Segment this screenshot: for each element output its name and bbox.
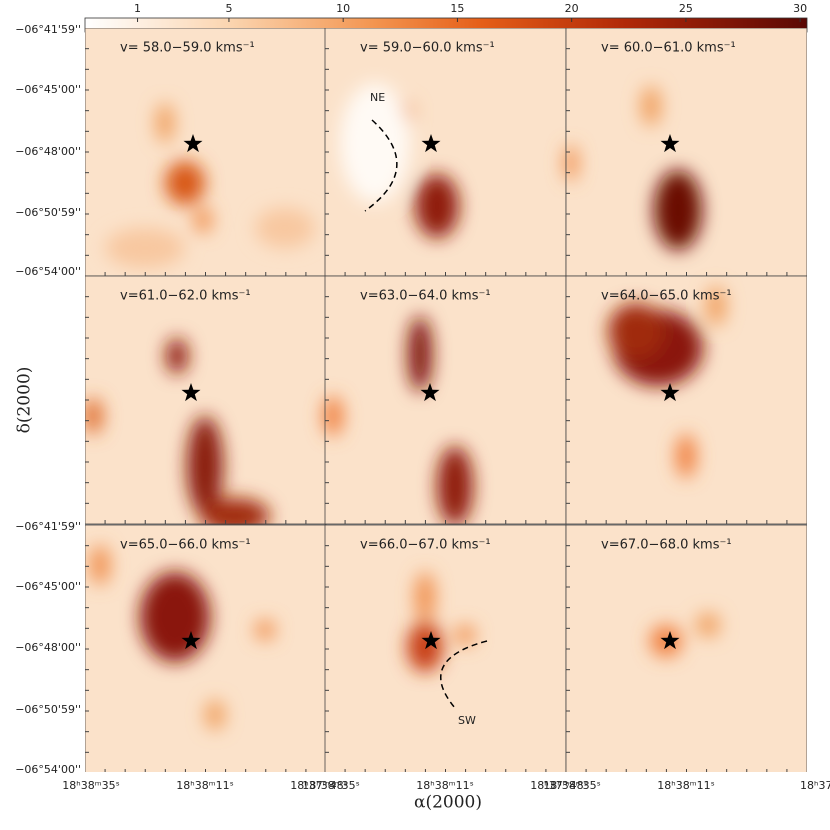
panel-background	[325, 525, 566, 772]
y-tick-label: −06°48'00''	[15, 641, 81, 654]
colorbar-tick-label: 5	[225, 2, 232, 15]
x-tick-label: 18ʰ38ᵐ11ˢ	[657, 779, 714, 792]
emission-blob	[255, 208, 315, 248]
sw-label: SW	[458, 714, 476, 727]
emission-blob	[205, 700, 225, 730]
x-axis-title: α(2000)	[414, 793, 482, 813]
emission-blob	[415, 572, 435, 622]
x-tick-label: 18ʰ37ᵐ48ˢ	[290, 779, 347, 792]
emission-blob	[165, 161, 205, 205]
emission	[608, 286, 726, 478]
emission-blob	[340, 83, 410, 203]
emission-blob	[696, 613, 720, 637]
maps: v= 58.0−59.0 kms⁻¹ v= 59.0−60.0 kms⁻¹NEv=…	[85, 28, 807, 772]
emission	[340, 83, 459, 238]
x-tick-label: 18ʰ38ᵐ35ˢ	[302, 779, 359, 792]
emission-blob	[415, 174, 459, 238]
y-tick-label: −06°54'00''	[15, 265, 81, 278]
panel-label: v=66.0−67.0 kms⁻¹	[360, 538, 491, 553]
star-marker	[660, 134, 680, 153]
star-marker	[183, 134, 203, 153]
star-marker	[660, 383, 680, 402]
emission-blob	[85, 398, 103, 434]
panel-label: v= 60.0−61.0 kms⁻¹	[601, 41, 736, 56]
y-axis-title: δ(2000)	[15, 367, 35, 434]
emission-blob	[641, 86, 661, 126]
map-panel: v= 59.0−60.0 kms⁻¹ NE	[324, 28, 567, 277]
star-marker	[660, 631, 680, 650]
panel-label: v=64.0−65.0 kms⁻¹	[601, 289, 732, 304]
emission-blob	[140, 572, 210, 662]
y-tick-label: −06°50'59''	[15, 206, 81, 219]
panel-label: v=63.0−64.0 kms⁻¹	[360, 289, 491, 304]
colorbar-tick-label: 10	[336, 2, 350, 15]
x-tick-label: 18ʰ38ᵐ35ˢ	[62, 779, 119, 792]
emission-blob	[654, 170, 702, 250]
y-tick-label: −06°54'00''	[15, 763, 81, 776]
x-tick-label: 18ʰ38ᵐ11ˢ	[416, 779, 473, 792]
panel-label: v=61.0−62.0 kms⁻¹	[120, 289, 251, 304]
emission	[564, 86, 702, 250]
x-tick-label: 18ʰ38ᵐ11ˢ	[176, 779, 233, 792]
ne-label: NE	[370, 91, 385, 104]
emission-blob	[407, 622, 443, 672]
y-tick-label: −06°50'59''	[15, 703, 81, 716]
colorbar-tick-label: 25	[679, 2, 693, 15]
map-panel: v=61.0−62.0 kms⁻¹	[85, 275, 327, 534]
star-marker	[421, 134, 441, 153]
star-marker	[181, 383, 201, 402]
emission-blob	[166, 338, 188, 374]
y-tick-label: −06°41'59''	[15, 520, 81, 533]
emission-blob	[564, 145, 578, 181]
emission-blob	[105, 228, 185, 268]
map-panel: v=63.0−64.0 kms⁻¹	[323, 275, 567, 526]
emission-blob	[187, 416, 223, 516]
y-tick-label: −06°41'59''	[15, 23, 81, 36]
star-marker	[181, 631, 201, 650]
emission	[323, 316, 473, 526]
emission-blob	[156, 103, 174, 143]
panel-label: v=65.0−66.0 kms⁻¹	[120, 538, 251, 553]
emission-blob	[437, 446, 473, 526]
x-tick-label: 18ʰ37ᵐ48ˢ	[530, 779, 587, 792]
emission-blob	[706, 286, 726, 326]
emission	[407, 572, 475, 672]
ne-arc	[364, 119, 398, 212]
map-panel: v=67.0−68.0 kms⁻¹	[565, 524, 807, 772]
emission-blob	[408, 316, 432, 392]
map-panel: v=65.0−66.0 kms⁻¹	[85, 524, 327, 772]
star-marker	[421, 631, 441, 650]
emission-blob	[676, 434, 696, 478]
colorbar-tick-label: 1	[134, 2, 141, 15]
map-panel: v=64.0−65.0 kms⁻¹	[565, 275, 807, 525]
colorbar-tick-label: 15	[450, 2, 464, 15]
star-marker	[420, 383, 440, 402]
colorbar-tick-label: 20	[565, 2, 579, 15]
emission-blob	[323, 396, 343, 436]
emission-blob	[455, 625, 475, 645]
panel-background	[85, 525, 326, 772]
emission-blob	[608, 303, 664, 359]
x-tick-label: 18ʰ37ᵐ48	[800, 779, 830, 792]
emission	[105, 103, 315, 268]
map-panel: v= 58.0−59.0 kms⁻¹	[85, 28, 327, 277]
sw-arc	[439, 640, 488, 709]
emission-blob	[255, 620, 275, 640]
y-tick-label: −06°45'00''	[15, 580, 81, 593]
panel-label: v= 59.0−60.0 kms⁻¹	[360, 41, 495, 56]
emission-blob	[194, 207, 212, 233]
colorbar-tick-label: 30	[793, 2, 807, 15]
map-panel: v= 60.0−61.0 kms⁻¹	[564, 28, 807, 277]
emission-blob	[90, 545, 110, 585]
y-tick-label: −06°45'00''	[15, 83, 81, 96]
map-panel: v=66.0−67.0 kms⁻¹ SW	[324, 524, 567, 772]
panel-background	[566, 276, 807, 524]
panel-label: v= 58.0−59.0 kms⁻¹	[120, 41, 255, 56]
y-tick-label: −06°48'00''	[15, 145, 81, 158]
panel-background	[566, 525, 807, 772]
x-tick-label: 18ʰ38ᵐ35ˢ	[543, 779, 600, 792]
panel-label: v=67.0−68.0 kms⁻¹	[601, 538, 732, 553]
